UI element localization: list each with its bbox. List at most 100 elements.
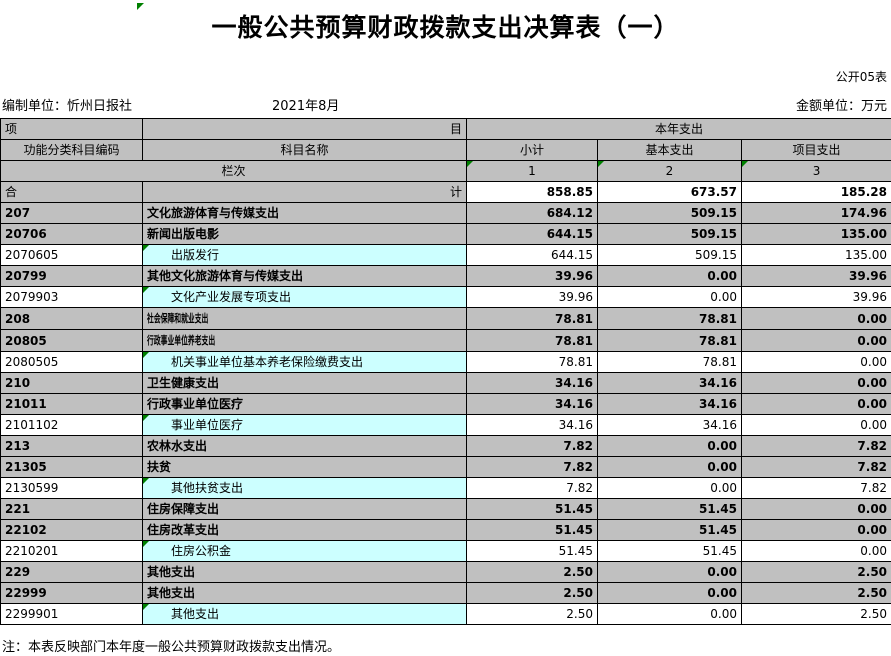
cell-amount-basic: 0.00 xyxy=(597,477,742,499)
cell-subject-code: 20799 xyxy=(0,265,143,287)
cell-amount-subtotal: 39.96 xyxy=(466,265,598,287)
cell-amount-subtotal: 644.15 xyxy=(466,244,598,266)
header-colnum-2: 2 xyxy=(597,160,742,182)
comment-marker-icon xyxy=(143,287,149,293)
table-row: 22999 其他支出 2.50 0.00 2.50 xyxy=(0,582,891,604)
cell-amount-basic: 0.00 xyxy=(597,561,742,583)
cell-amount-basic: 509.15 xyxy=(597,223,742,245)
header-current-year-group: 本年支出 xyxy=(465,118,891,140)
cell-subject-name: 行政事业单位医疗 xyxy=(142,393,467,415)
cell-amount-project: 0.00 xyxy=(740,519,891,541)
table-row: 2299901 其他支出 2.50 0.00 2.50 xyxy=(0,603,891,625)
cell-subject-code: 210 xyxy=(0,372,143,394)
report-date-label: 2021年8月 xyxy=(272,99,340,114)
table-row: 229 其他支出 2.50 0.00 2.50 xyxy=(0,561,891,583)
comment-marker-icon xyxy=(137,3,144,10)
cell-amount-project: 135.00 xyxy=(740,244,891,266)
budget-expenditure-table: 项 目 本年支出 功能分类科目编码 科目名称 小计 基本支出 项目支出 栏次 1… xyxy=(0,118,891,625)
cell-amount-project: 0.00 xyxy=(740,307,891,330)
amount-unit-label: 金额单位：万元 xyxy=(795,99,887,114)
cell-amount-basic: 51.45 xyxy=(597,498,742,520)
table-row: 2080505 机关事业单位基本养老保险缴费支出 78.81 78.81 0.00 xyxy=(0,351,891,373)
cell-amount-basic: 78.81 xyxy=(597,329,742,352)
cell-amount-subtotal: 7.82 xyxy=(466,435,598,457)
cell-amount-basic: 34.16 xyxy=(597,372,742,394)
page-title: 一般公共预算财政拨款支出决算表（一） xyxy=(211,13,680,42)
table-row: 20706 新闻出版电影 644.15 509.15 135.00 xyxy=(0,223,891,245)
comment-marker-icon xyxy=(143,245,149,251)
cell-amount-subtotal: 2.50 xyxy=(466,561,598,583)
cell-amount-project: 39.96 xyxy=(740,265,891,287)
table-row: 21011 行政事业单位医疗 34.16 34.16 0.00 xyxy=(0,393,891,415)
cell-amount-basic: 0.00 xyxy=(597,435,742,457)
header-row-column-numbers: 栏次 1 2 3 xyxy=(0,160,891,182)
comment-marker-icon xyxy=(143,604,149,610)
cell-amount-subtotal: 78.81 xyxy=(466,329,598,352)
cell-amount-project: 39.96 xyxy=(740,286,891,308)
cell-amount-basic: 0.00 xyxy=(597,582,742,604)
cell-subject-name: 文化旅游体育与传媒支出 xyxy=(142,202,467,224)
cell-subject-name: 机关事业单位基本养老保险缴费支出 xyxy=(142,351,467,373)
cell-amount-subtotal: 644.15 xyxy=(466,223,598,245)
cell-subject-name: 农林水支出 xyxy=(142,435,467,457)
cell-amount-subtotal: 51.45 xyxy=(466,540,598,562)
cell-amount-basic: 78.81 xyxy=(597,307,742,330)
comment-marker-icon xyxy=(598,161,604,167)
cell-subject-name: 扶贫 xyxy=(142,456,467,478)
cell-subject-code: 2080505 xyxy=(0,351,143,373)
cell-amount-project: 7.82 xyxy=(740,477,891,499)
cell-amount-project: 2.50 xyxy=(740,582,891,604)
header-row-columns: 功能分类科目编码 科目名称 小计 基本支出 项目支出 xyxy=(0,139,891,161)
total-label-he: 合 xyxy=(0,181,143,203)
cell-amount-project: 7.82 xyxy=(740,435,891,457)
table-row: 20799 其他文化旅游体育与传媒支出 39.96 0.00 39.96 xyxy=(0,265,891,287)
header-col-name: 科目名称 xyxy=(142,139,467,161)
comment-marker-icon xyxy=(742,161,748,167)
cell-amount-basic: 51.45 xyxy=(597,519,742,541)
cell-subject-code: 213 xyxy=(0,435,143,457)
table-row: 2130599 其他扶贫支出 7.82 0.00 7.82 xyxy=(0,477,891,499)
cell-subject-code: 2079903 xyxy=(0,286,143,308)
cell-subject-code: 21305 xyxy=(0,456,143,478)
cell-amount-basic: 51.45 xyxy=(597,540,742,562)
total-label-ji: 计 xyxy=(142,181,467,203)
header-item-left: 项 xyxy=(0,118,143,140)
cell-subject-name: 住房改革支出 xyxy=(142,519,467,541)
cell-subject-code: 207 xyxy=(0,202,143,224)
cell-amount-basic: 34.16 xyxy=(597,414,742,436)
cell-amount-subtotal: 7.82 xyxy=(466,477,598,499)
cell-subject-name: 住房保障支出 xyxy=(142,498,467,520)
sheet-number-label: 公开05表 xyxy=(835,70,887,84)
header-col-basic: 基本支出 xyxy=(597,139,742,161)
table-row: 20805 行政事业单位养老支出 78.81 78.81 0.00 xyxy=(0,329,891,352)
comment-marker-icon xyxy=(467,161,473,167)
cell-subject-code: 22999 xyxy=(0,582,143,604)
table-row: 213 农林水支出 7.82 0.00 7.82 xyxy=(0,435,891,457)
header-col-code: 功能分类科目编码 xyxy=(0,139,143,161)
cell-subject-name: 其他支出 xyxy=(142,561,467,583)
cell-amount-project: 0.00 xyxy=(740,393,891,415)
cell-subject-name: 其他文化旅游体育与传媒支出 xyxy=(142,265,467,287)
cell-amount-project: 7.82 xyxy=(740,456,891,478)
total-project-value: 185.28 xyxy=(740,181,891,203)
table-row: 2079903 文化产业发展专项支出 39.96 0.00 39.96 xyxy=(0,286,891,308)
cell-subject-code: 2210201 xyxy=(0,540,143,562)
cell-amount-project: 2.50 xyxy=(740,603,891,625)
table-row: 2210201 住房公积金 51.45 51.45 0.00 xyxy=(0,540,891,562)
comment-marker-icon xyxy=(143,415,149,421)
comment-marker-icon xyxy=(143,478,149,484)
cell-subject-code: 20706 xyxy=(0,223,143,245)
cell-subject-name: 新闻出版电影 xyxy=(142,223,467,245)
cell-amount-basic: 0.00 xyxy=(597,286,742,308)
cell-amount-project: 0.00 xyxy=(740,329,891,352)
cell-subject-code: 22102 xyxy=(0,519,143,541)
table-row: 2070605 出版发行 644.15 509.15 135.00 xyxy=(0,244,891,266)
header-col-project: 项目支出 xyxy=(740,139,891,161)
cell-amount-subtotal: 34.16 xyxy=(466,393,598,415)
header-lanci-label: 栏次 xyxy=(0,160,467,182)
cell-subject-name: 其他扶贫支出 xyxy=(142,477,467,499)
cell-amount-project: 174.96 xyxy=(740,202,891,224)
cell-subject-name: 行政事业单位养老支出 xyxy=(142,329,467,352)
cell-amount-project: 0.00 xyxy=(740,372,891,394)
table-body: 合 计 858.85 673.57 185.28 207 文化旅游体育与传媒支出 6… xyxy=(0,181,891,625)
